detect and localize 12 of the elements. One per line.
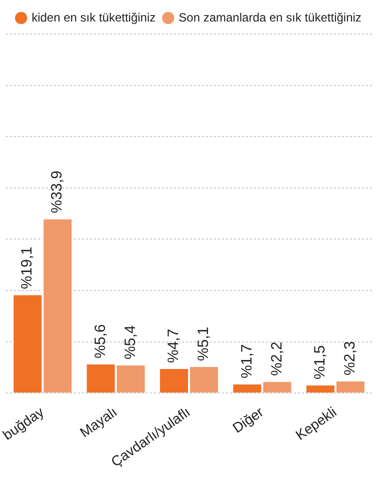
data-label: %2,2 [268,342,286,376]
legend-label: kiden en sık tükettiğiniz [32,10,156,24]
data-label: %5,1 [195,326,212,361]
data-label: %5,4 [122,325,139,360]
data-label: %2,3 [342,341,359,376]
data-label: %1,5 [312,345,329,380]
data-label: %33,9 [48,170,66,214]
data-label: %4,7 [165,328,182,364]
data-label: %1,7 [238,344,256,378]
legend-label: Son zamanlarda en sık tükettiğiniz [178,10,362,24]
data-label: %5,6 [92,324,109,358]
data-label: %19,1 [18,246,36,290]
